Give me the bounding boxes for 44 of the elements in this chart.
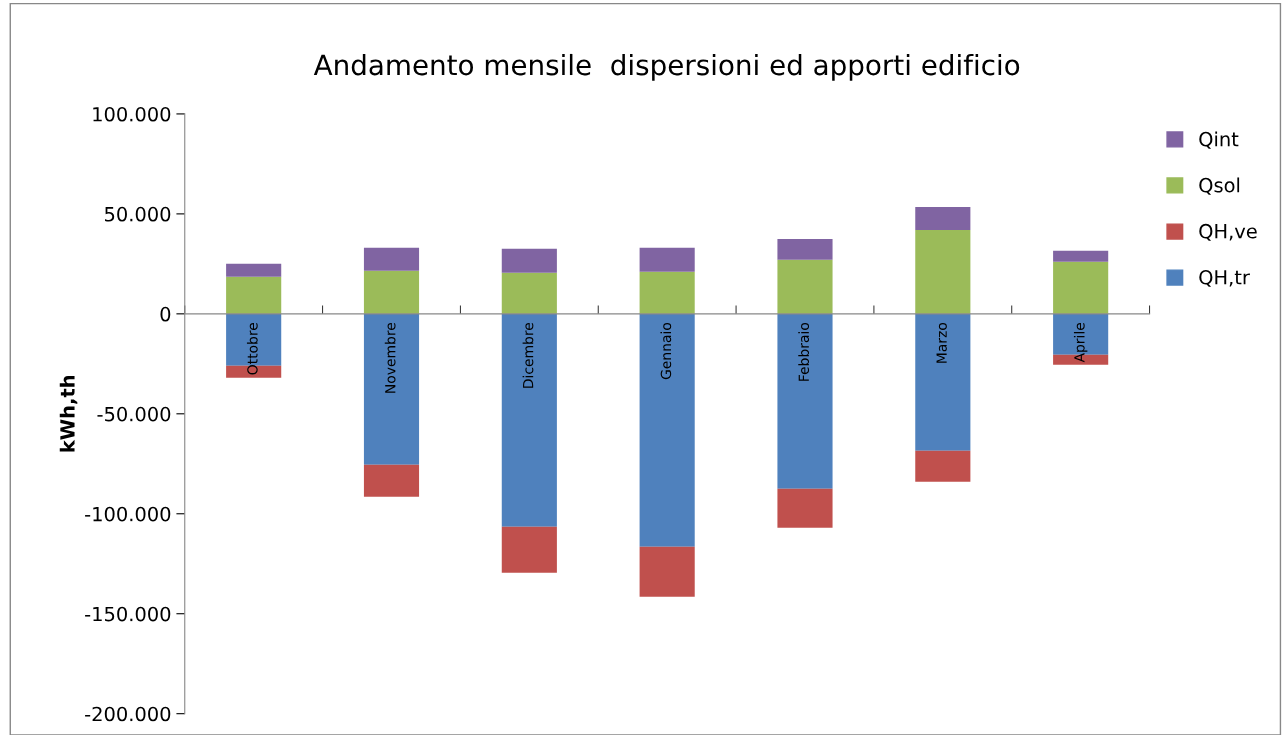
x-tick-label: Dicembre <box>522 322 534 388</box>
x-tick-label: Febbraio <box>798 322 810 381</box>
bar <box>226 276 282 314</box>
bar <box>915 313 971 451</box>
bar <box>363 464 420 497</box>
x-tick-label: Novembre <box>384 322 396 393</box>
bar <box>777 313 833 489</box>
bar <box>226 263 282 277</box>
bar <box>501 248 557 273</box>
legend-label: Qint <box>1199 131 1239 149</box>
bar <box>639 313 695 547</box>
bar <box>501 313 557 527</box>
legend-label: QH,tr <box>1199 269 1250 287</box>
bar <box>363 270 420 314</box>
bar <box>915 206 971 230</box>
y-tick-label: 100.000 <box>93 106 171 122</box>
legend-label: QH,ve <box>1199 223 1257 241</box>
bar <box>777 488 833 528</box>
y-tick-label: 0 <box>160 306 171 322</box>
bar <box>639 247 695 272</box>
bar <box>639 271 695 314</box>
y-tick-label: -200.000 <box>85 706 171 722</box>
legend-label: Qsol <box>1199 177 1240 195</box>
bar <box>501 526 557 573</box>
bar <box>363 313 420 465</box>
y-tick-label: -150.000 <box>85 606 171 622</box>
y-tick-label: -100.000 <box>85 506 171 522</box>
y-tick-label: 50.000 <box>105 206 171 222</box>
bar <box>1053 250 1109 262</box>
x-tick-label: Marzo <box>936 322 947 363</box>
y-tick-label: -50.000 <box>97 406 171 422</box>
bar <box>915 450 971 482</box>
chart-title: Andamento mensile dispersioni ed apporti edificio <box>313 53 1020 81</box>
bar <box>777 238 833 260</box>
x-tick-label: Gennaio <box>660 322 672 380</box>
y-axis-title: kWh,th <box>59 375 78 452</box>
bar <box>639 546 695 597</box>
x-tick-label: Ottobre <box>246 322 258 375</box>
bar <box>363 247 420 271</box>
x-tick-label: Aprile <box>1073 322 1088 363</box>
bar <box>1053 261 1109 314</box>
bar <box>777 259 833 314</box>
bar <box>501 272 557 314</box>
bar <box>915 229 971 314</box>
